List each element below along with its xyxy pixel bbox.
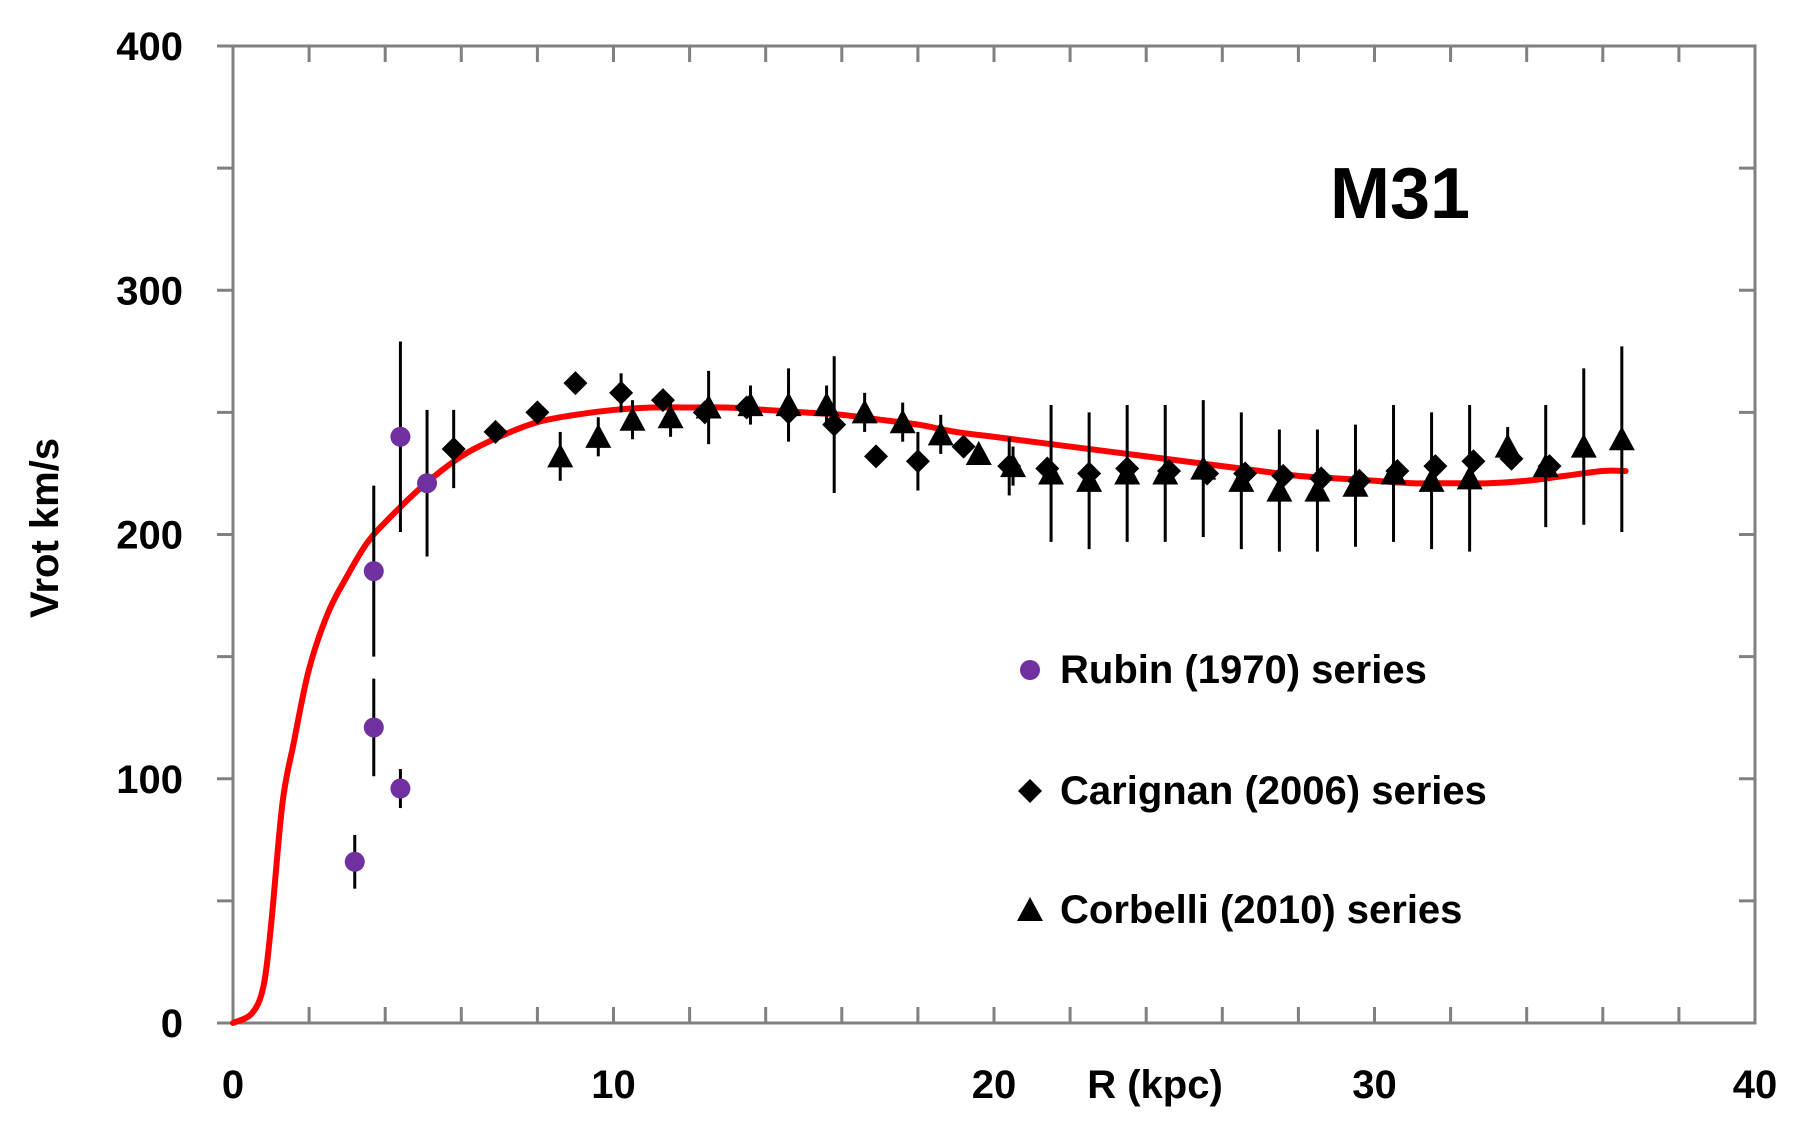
carignan-point bbox=[441, 437, 466, 462]
x-axis-title: R (kpc) bbox=[1087, 1063, 1223, 1107]
corbelli-point bbox=[1038, 460, 1065, 485]
corbelli-point bbox=[813, 392, 840, 417]
marker-layer bbox=[344, 371, 1635, 872]
carignan-point bbox=[1461, 449, 1486, 474]
y-axis-title: Vrot km/s bbox=[23, 438, 67, 618]
carignan-point bbox=[951, 434, 976, 459]
corbelli-point bbox=[889, 409, 916, 434]
y-tick-label: 400 bbox=[116, 25, 183, 69]
corbelli-point bbox=[619, 406, 646, 431]
carignan-point bbox=[563, 371, 588, 396]
y-tick-label: 300 bbox=[116, 269, 183, 313]
rubin-point bbox=[390, 778, 411, 799]
corbelli-point bbox=[1608, 426, 1635, 451]
corbelli-point bbox=[851, 399, 878, 424]
rubin-point bbox=[363, 561, 384, 582]
rubin-point bbox=[344, 851, 365, 872]
corbelli-point bbox=[1494, 433, 1521, 458]
x-tick-label: 10 bbox=[591, 1063, 636, 1107]
legend-corbelli-label: Corbelli (2010) series bbox=[1060, 888, 1462, 932]
x-tick-label: 30 bbox=[1352, 1063, 1397, 1107]
corbelli-point bbox=[1190, 455, 1217, 480]
corbelli-point bbox=[657, 404, 684, 429]
rubin-point bbox=[390, 426, 411, 447]
corbelli-point bbox=[1380, 460, 1407, 485]
corbelli-point bbox=[1418, 467, 1445, 492]
corbelli-point bbox=[1000, 453, 1027, 478]
corbelli-point bbox=[1076, 467, 1103, 492]
carignan-point bbox=[864, 444, 889, 469]
corbelli-point bbox=[1228, 467, 1255, 492]
rubin-point bbox=[417, 473, 438, 494]
carignan-point bbox=[905, 449, 930, 474]
plot-frame bbox=[231, 44, 1757, 1025]
legend-carignan-label: Carignan (2006) series bbox=[1060, 769, 1487, 813]
corbelli-point bbox=[927, 421, 954, 446]
corbelli-point bbox=[695, 394, 722, 419]
corbelli-point bbox=[1152, 460, 1179, 485]
corbelli-point bbox=[1456, 465, 1483, 490]
carignan-point bbox=[822, 412, 847, 437]
carignan-point bbox=[525, 400, 550, 425]
carignan-point bbox=[483, 419, 508, 444]
x-tick-label: 20 bbox=[972, 1063, 1017, 1107]
corbelli-point bbox=[547, 443, 574, 468]
x-tick-label: 40 bbox=[1733, 1063, 1778, 1107]
corbelli-point bbox=[1570, 433, 1597, 458]
corbelli-point bbox=[775, 392, 802, 417]
corbelli-point bbox=[965, 440, 992, 465]
x-tick-label: 0 bbox=[222, 1063, 244, 1107]
chart-title: M31 bbox=[1330, 154, 1470, 234]
carignan-point bbox=[1423, 454, 1448, 479]
legend-rubin-label: Rubin (1970) series bbox=[1060, 648, 1427, 692]
carignan-point bbox=[1271, 463, 1296, 488]
corbelli-point bbox=[585, 423, 612, 448]
legend-rubin-marker bbox=[1020, 660, 1040, 680]
legend-layer: Rubin (1970) series Carignan (2006) serie… bbox=[1017, 648, 1487, 932]
legend-carignan-marker bbox=[1018, 779, 1042, 803]
corbelli-point bbox=[1342, 472, 1369, 497]
corbelli-point bbox=[1114, 460, 1141, 485]
corbelli-point bbox=[1266, 477, 1293, 502]
corbelli-point bbox=[737, 392, 764, 417]
carignan-point bbox=[650, 388, 675, 413]
carignan-point bbox=[609, 380, 634, 405]
y-tick-label: 100 bbox=[116, 758, 183, 802]
rubin-point bbox=[363, 717, 384, 738]
axes-layer bbox=[217, 44, 1757, 1025]
y-tick-label: 200 bbox=[116, 514, 183, 558]
y-tick-label: 0 bbox=[161, 1002, 183, 1046]
legend-corbelli-marker bbox=[1017, 897, 1043, 922]
corbelli-point bbox=[1304, 477, 1331, 502]
corbelli-point bbox=[1532, 453, 1559, 478]
